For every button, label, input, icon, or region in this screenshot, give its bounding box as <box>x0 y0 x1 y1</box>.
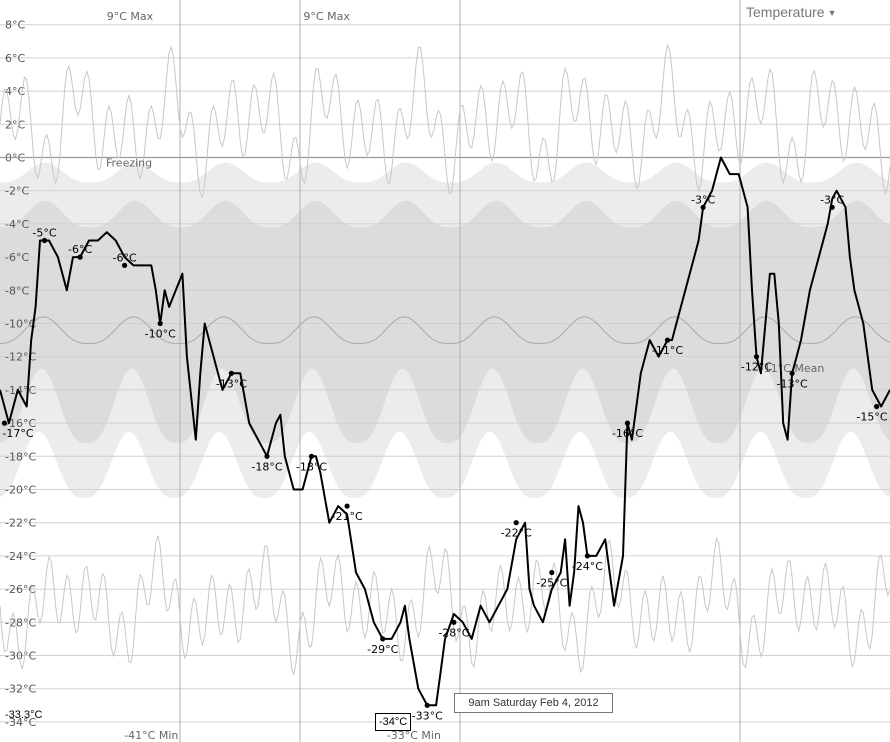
data-label: -3°C <box>820 193 844 206</box>
data-point[interactable] <box>584 553 591 559</box>
data-label: -24°C <box>572 560 603 573</box>
y-tick-label: -8°C <box>5 284 29 297</box>
reference-label: -41°C Min <box>124 729 178 742</box>
data-point[interactable] <box>664 337 671 343</box>
data-point[interactable] <box>122 262 128 268</box>
y-tick-label: -2°C <box>5 185 29 198</box>
temperature-menu[interactable]: Temperature ▼ <box>746 4 837 20</box>
data-point[interactable] <box>157 320 163 327</box>
y-tick-label: -4°C <box>5 218 29 231</box>
data-label: -13°C <box>216 377 247 390</box>
data-label: -11°C <box>652 344 683 357</box>
reference-label: 9°C Max <box>107 10 154 23</box>
y-tick-label: -20°C <box>5 484 36 497</box>
data-label: -18°C <box>296 460 327 473</box>
data-point[interactable] <box>451 619 457 625</box>
cursor-value-box: -34°C <box>375 713 412 731</box>
record-max-line <box>0 43 890 199</box>
temperature-series-line[interactable] <box>0 156 890 707</box>
data-point[interactable] <box>874 403 880 410</box>
y-tick-label: -30°C <box>5 650 36 663</box>
y-tick-label: -22°C <box>5 517 36 530</box>
data-label: -6°C <box>113 251 137 264</box>
data-label: -13°C <box>777 377 808 390</box>
data-point[interactable] <box>228 370 234 376</box>
data-point[interactable] <box>344 503 350 509</box>
y-tick-label: 4°C <box>5 85 25 98</box>
data-label: -18°C <box>251 460 282 473</box>
chevron-down-icon: ▼ <box>827 8 837 19</box>
data-point[interactable] <box>753 354 760 360</box>
y-tick-label: -24°C <box>5 550 36 563</box>
data-point[interactable] <box>829 204 835 210</box>
data-label: -29°C <box>367 643 398 656</box>
reference-label: Freezing <box>106 157 152 170</box>
reference-label: 9°C Max <box>303 10 350 23</box>
y-tick-label: -32°C <box>5 683 36 696</box>
data-point[interactable] <box>77 254 83 260</box>
data-label: -16°C <box>612 427 643 440</box>
data-label: -10°C <box>145 328 176 341</box>
data-point[interactable] <box>513 520 519 526</box>
y-tick-label: -18°C <box>5 450 36 463</box>
data-label: -25°C <box>536 577 567 590</box>
data-point[interactable] <box>264 453 270 459</box>
data-label: -15°C <box>856 411 887 424</box>
record-min-line <box>0 535 890 675</box>
data-label: -33°C <box>412 709 443 722</box>
cursor-temperature-readout: -33.3°C <box>5 709 43 721</box>
data-point[interactable] <box>424 702 430 708</box>
data-label: -21°C <box>332 510 363 523</box>
data-label: -22°C <box>501 527 532 540</box>
reference-label: -33°C Min <box>387 729 441 742</box>
data-point[interactable] <box>41 237 48 244</box>
data-label: -5°C <box>32 227 56 240</box>
hover-tooltip: 9am Saturday Feb 4, 2012 <box>454 693 613 713</box>
data-label: -3°C <box>691 193 715 206</box>
y-tick-label: -34°C <box>5 716 36 729</box>
y-tick-label: -12°C <box>5 351 36 364</box>
data-label: -17°C <box>2 427 33 440</box>
inner-range-band <box>0 200 890 443</box>
mean-line <box>0 316 890 344</box>
data-point[interactable] <box>789 370 795 376</box>
data-point[interactable] <box>624 420 631 426</box>
data-point[interactable] <box>380 636 386 642</box>
data-point[interactable] <box>549 569 555 576</box>
data-point[interactable] <box>1 420 8 426</box>
data-label: -6°C <box>68 243 92 256</box>
y-tick-label: 6°C <box>5 52 25 65</box>
data-label: -12°C <box>741 361 772 374</box>
y-tick-label: -26°C <box>5 583 36 596</box>
y-tick-label: -6°C <box>5 251 29 264</box>
data-point[interactable] <box>700 204 706 210</box>
temperature-menu-label: Temperature <box>746 4 825 20</box>
data-point[interactable] <box>308 453 315 459</box>
y-tick-label: -28°C <box>5 616 36 629</box>
reference-label: -11°C Mean <box>760 362 825 375</box>
y-tick-label: -16°C <box>5 417 36 430</box>
y-tick-label: 2°C <box>5 118 25 131</box>
y-tick-label: 8°C <box>5 19 25 32</box>
y-tick-label: -10°C <box>5 318 36 331</box>
data-label: -28°C <box>438 626 469 639</box>
